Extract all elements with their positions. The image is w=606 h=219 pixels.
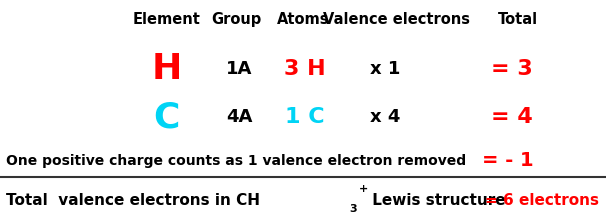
Text: 1 C: 1 C <box>285 107 325 127</box>
Text: 4A: 4A <box>226 108 253 126</box>
Text: 3 H: 3 H <box>284 59 325 79</box>
Text: = 6 electrons: = 6 electrons <box>485 193 599 208</box>
Text: One positive charge counts as 1 valence electron removed: One positive charge counts as 1 valence … <box>6 154 466 168</box>
Text: = 3: = 3 <box>491 59 533 79</box>
Text: Element: Element <box>133 12 201 27</box>
Text: = 4: = 4 <box>491 107 533 127</box>
Text: 1A: 1A <box>226 60 253 78</box>
Text: = - 1: = - 1 <box>482 152 533 170</box>
Text: +: + <box>359 184 368 194</box>
Text: 3: 3 <box>349 204 357 214</box>
Text: C: C <box>153 100 180 134</box>
Text: Group: Group <box>211 12 261 27</box>
Text: x 4: x 4 <box>370 108 400 126</box>
Text: Atoms: Atoms <box>277 12 329 27</box>
Text: H: H <box>152 52 182 86</box>
Text: x 1: x 1 <box>370 60 400 78</box>
Text: Total  valence electrons in CH: Total valence electrons in CH <box>6 193 260 208</box>
Text: Lewis structure: Lewis structure <box>367 193 505 208</box>
Text: Total: Total <box>498 12 538 27</box>
Text: Valence electrons: Valence electrons <box>324 12 470 27</box>
